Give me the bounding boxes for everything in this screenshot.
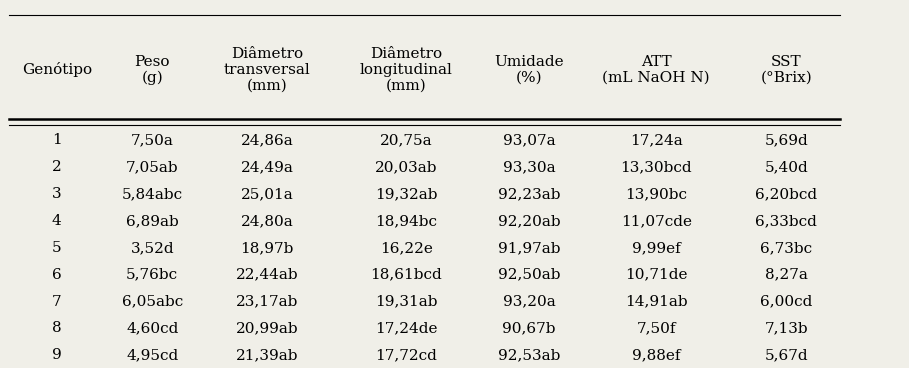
Text: 17,72cd: 17,72cd <box>375 348 437 362</box>
Text: 17,24de: 17,24de <box>375 321 437 336</box>
Text: 18,97b: 18,97b <box>241 241 294 255</box>
Text: 21,39ab: 21,39ab <box>236 348 298 362</box>
Text: 6,05abc: 6,05abc <box>122 294 183 309</box>
Text: 6: 6 <box>52 268 62 282</box>
Text: 14,91ab: 14,91ab <box>625 294 687 309</box>
Text: 16,22e: 16,22e <box>380 241 433 255</box>
Text: 24,80a: 24,80a <box>241 214 294 228</box>
Text: 20,99ab: 20,99ab <box>236 321 298 336</box>
Text: 6,00cd: 6,00cd <box>760 294 813 309</box>
Text: Genótipo: Genótipo <box>22 63 92 77</box>
Text: 91,97ab: 91,97ab <box>498 241 560 255</box>
Text: 7,13b: 7,13b <box>764 321 808 336</box>
Text: 5,67d: 5,67d <box>764 348 808 362</box>
Text: 6,20bcd: 6,20bcd <box>755 187 817 201</box>
Text: 5: 5 <box>52 241 62 255</box>
Text: 7,05ab: 7,05ab <box>126 160 178 174</box>
Text: 6,33bcd: 6,33bcd <box>755 214 817 228</box>
Text: 19,32ab: 19,32ab <box>375 187 437 201</box>
Text: 9,88ef: 9,88ef <box>632 348 681 362</box>
Text: 23,17ab: 23,17ab <box>236 294 298 309</box>
Text: 20,03ab: 20,03ab <box>375 160 437 174</box>
Text: 6,73bc: 6,73bc <box>760 241 813 255</box>
Text: 4,60cd: 4,60cd <box>126 321 178 336</box>
Text: 22,44ab: 22,44ab <box>236 268 298 282</box>
Text: 4: 4 <box>52 214 62 228</box>
Text: 5,40d: 5,40d <box>764 160 808 174</box>
Text: 24,49a: 24,49a <box>241 160 294 174</box>
Text: 9,99ef: 9,99ef <box>632 241 681 255</box>
Text: 5,84abc: 5,84abc <box>122 187 183 201</box>
Text: 2: 2 <box>52 160 62 174</box>
Text: 7: 7 <box>52 294 62 309</box>
Text: 13,30bcd: 13,30bcd <box>621 160 692 174</box>
Text: 11,07cde: 11,07cde <box>621 214 692 228</box>
Text: 6,89ab: 6,89ab <box>125 214 179 228</box>
Text: Diâmetro
transversal
(mm): Diâmetro transversal (mm) <box>224 47 311 93</box>
Text: 19,31ab: 19,31ab <box>375 294 437 309</box>
Text: 7,50f: 7,50f <box>636 321 676 336</box>
Text: 9: 9 <box>52 348 62 362</box>
Text: Umidade
(%): Umidade (%) <box>494 55 564 85</box>
Text: 93,07a: 93,07a <box>503 133 555 148</box>
Text: 92,20ab: 92,20ab <box>498 214 560 228</box>
Text: 90,67b: 90,67b <box>503 321 555 336</box>
Text: 18,94bc: 18,94bc <box>375 214 437 228</box>
Text: 92,23ab: 92,23ab <box>498 187 560 201</box>
Text: SST
(°Brix): SST (°Brix) <box>761 55 812 85</box>
Text: 8: 8 <box>52 321 62 336</box>
Text: 10,71de: 10,71de <box>625 268 687 282</box>
Text: 92,53ab: 92,53ab <box>498 348 560 362</box>
Text: 93,20a: 93,20a <box>503 294 555 309</box>
Text: Diâmetro
longitudinal
(mm): Diâmetro longitudinal (mm) <box>360 47 453 93</box>
Text: 3,52d: 3,52d <box>131 241 174 255</box>
Text: 4,95cd: 4,95cd <box>126 348 178 362</box>
Text: 13,90bc: 13,90bc <box>625 187 687 201</box>
Text: 3: 3 <box>52 187 62 201</box>
Text: 25,01a: 25,01a <box>241 187 294 201</box>
Text: Peso
(g): Peso (g) <box>135 54 170 85</box>
Text: 5,76bc: 5,76bc <box>126 268 178 282</box>
Text: 17,24a: 17,24a <box>630 133 683 148</box>
Text: 92,50ab: 92,50ab <box>498 268 560 282</box>
Text: 18,61bcd: 18,61bcd <box>371 268 442 282</box>
Text: 7,50a: 7,50a <box>131 133 174 148</box>
Text: 1: 1 <box>52 133 62 148</box>
Text: 5,69d: 5,69d <box>764 133 808 148</box>
Text: ATT
(mL NaOH N): ATT (mL NaOH N) <box>603 55 710 85</box>
Text: 8,27a: 8,27a <box>764 268 808 282</box>
Text: 20,75a: 20,75a <box>380 133 433 148</box>
Text: 24,86a: 24,86a <box>241 133 294 148</box>
Text: 93,30a: 93,30a <box>503 160 555 174</box>
